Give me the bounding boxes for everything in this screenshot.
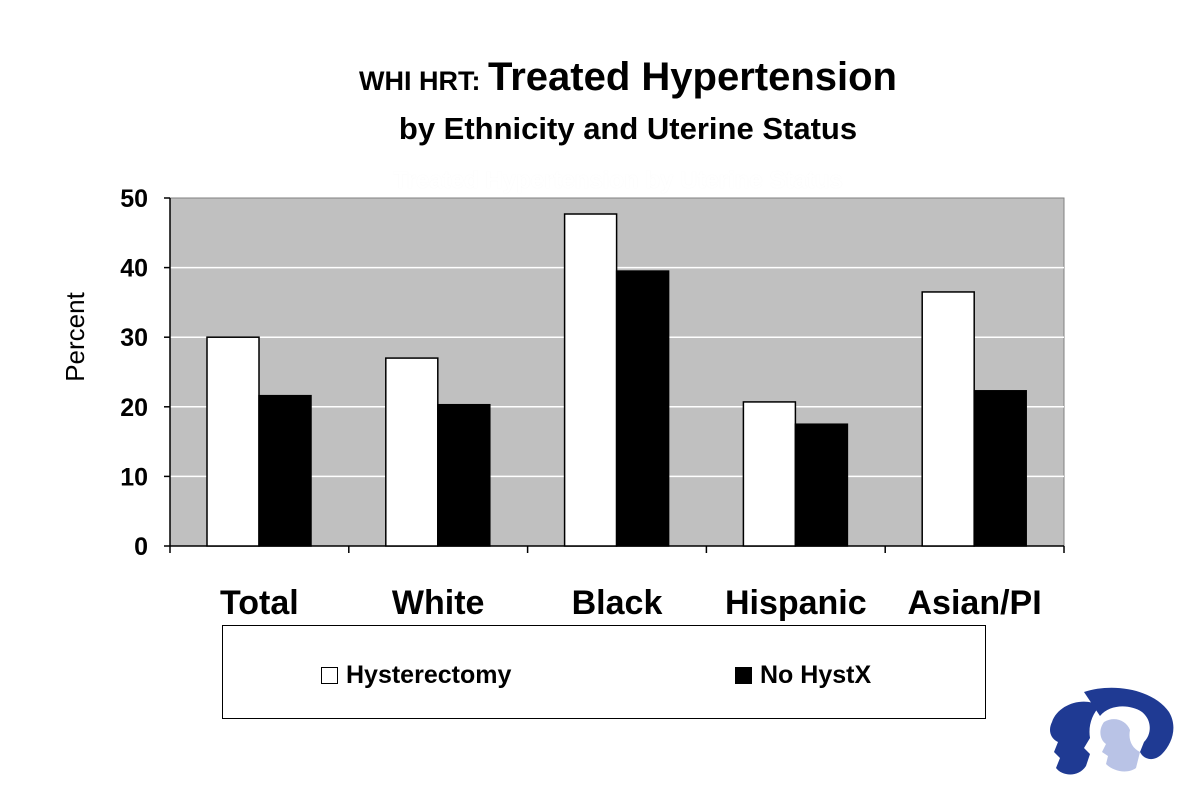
bar-no-hystx-white xyxy=(437,403,491,547)
y-tick-label: 20 xyxy=(120,394,148,422)
bar-hysterectomy-asian-pi xyxy=(921,291,975,547)
y-tick-label: 0 xyxy=(134,533,148,561)
legend-label-no-hystx: No HystX xyxy=(760,661,872,689)
x-tick-label: White xyxy=(392,584,485,622)
bar-hysterectomy-white xyxy=(385,357,439,547)
x-tick-label: Black xyxy=(572,584,663,622)
legend-swatch-no-hystx xyxy=(735,667,752,684)
x-tick-label: Total xyxy=(220,584,299,622)
bar-hysterectomy-black xyxy=(563,213,618,547)
legend-item-no-hystx: No HystX xyxy=(735,661,871,690)
whi-logo-icon xyxy=(1050,687,1174,775)
ghost-title: Treated Hypertension by Uterine Status xyxy=(393,167,843,194)
chart-title: WHI HRT: Treated Hypertension by Ethnici… xyxy=(0,52,1190,147)
legend: Hysterectomy No HystX xyxy=(222,625,986,719)
bar-no-hystx-total xyxy=(258,394,312,547)
bar-hysterectomy-hispanic xyxy=(742,401,797,547)
legend-swatch-hysterectomy xyxy=(321,667,338,684)
legend-item-hysterectomy: Hysterectomy xyxy=(321,661,511,690)
title-main: Treated Hypertension xyxy=(487,55,897,99)
y-axis-label: Percent xyxy=(60,291,90,381)
y-tick-label: 40 xyxy=(120,255,148,283)
legend-label-hysterectomy: Hysterectomy xyxy=(346,661,512,689)
y-tick-label: 30 xyxy=(120,324,148,352)
bar-no-hystx-black xyxy=(615,270,670,547)
bar-chart: 0 10 20 30 40 50 Total White Black Hispanic Asian/… xyxy=(60,185,1065,622)
bar-hysterectomy-total xyxy=(206,336,260,547)
x-tick-label: Hispanic xyxy=(725,584,867,622)
bar-no-hystx-asian-pi xyxy=(973,390,1027,547)
x-tick-label: Asian/PI xyxy=(908,584,1042,622)
y-tick-label: 10 xyxy=(120,463,148,491)
y-tick-label: 50 xyxy=(120,185,148,213)
title-subtitle: by Ethnicity and Uterine Status xyxy=(398,111,858,146)
bar-no-hystx-hispanic xyxy=(794,423,849,547)
title-prefix: WHI HRT: xyxy=(359,66,488,96)
